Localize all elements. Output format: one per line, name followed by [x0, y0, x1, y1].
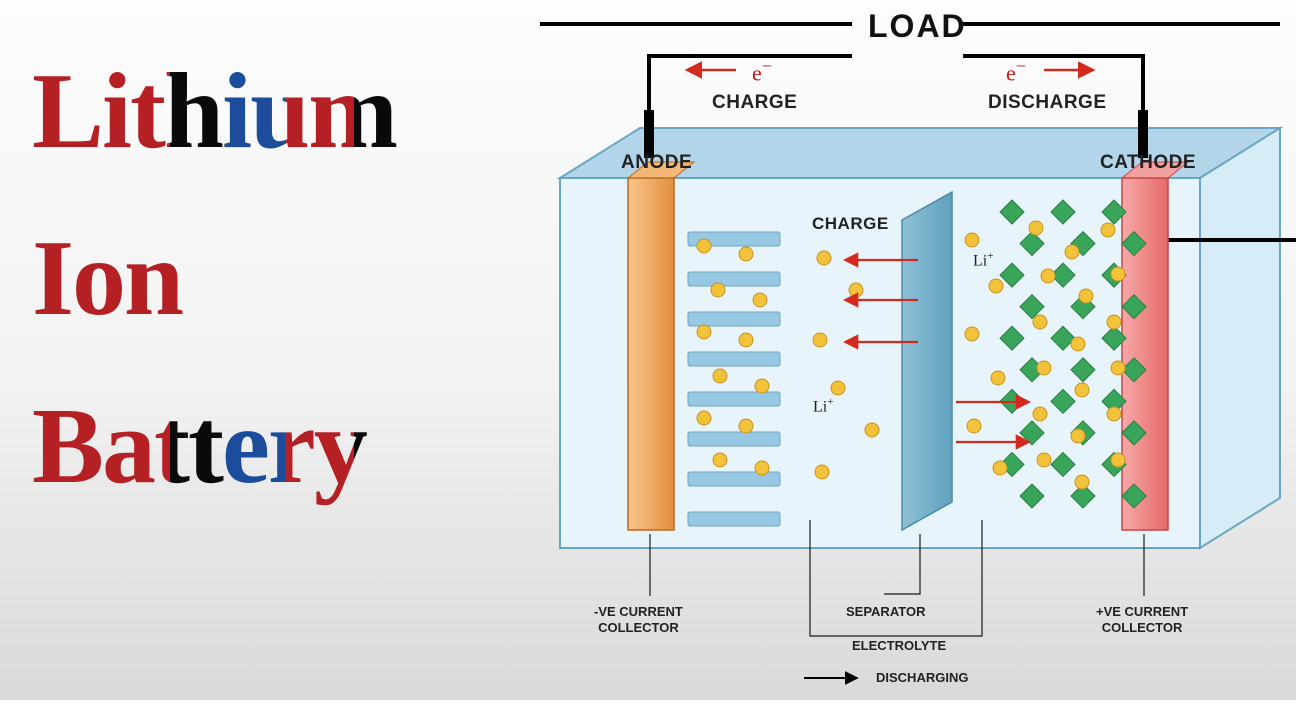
cell-side-face — [1200, 128, 1280, 548]
charge-direction-label: CHARGE — [712, 92, 797, 114]
title-line-3: Battery — [32, 363, 492, 530]
electron-right-label: e− — [1006, 56, 1026, 86]
anode-label: ANODE — [621, 152, 692, 174]
cathode-terminal — [1138, 110, 1148, 158]
cathode-label: CATHODE — [1100, 152, 1196, 174]
separator-plate — [902, 192, 952, 530]
electrolyte-label: ELECTROLYTE — [852, 638, 946, 654]
separator-label: SEPARATOR — [846, 604, 925, 620]
diagram-svg — [520, 0, 1296, 700]
battery-diagram: LOAD e− e− CHARGE DISCHARGE ANODE CATHOD… — [520, 0, 1296, 700]
neg-collector-label: -VE CURRENTCOLLECTOR — [594, 604, 683, 637]
discharge-direction-label: DISCHARGE — [988, 92, 1107, 114]
title-line-1: Lithium — [32, 28, 492, 195]
li-ion-label-right: Li+ — [973, 250, 993, 270]
discharging-legend-label: DISCHARGING — [876, 670, 968, 686]
li-ion-label-left: Li+ — [813, 396, 833, 416]
main-title: Lithium Ion Battery — [32, 28, 492, 530]
title-line-2: Ion — [32, 195, 492, 362]
anode-terminal — [644, 110, 654, 158]
pos-collector-label: +VE CURRENTCOLLECTOR — [1096, 604, 1188, 637]
load-label: LOAD — [868, 8, 967, 45]
electron-left-label: e− — [752, 56, 772, 86]
inner-charge-label: CHARGE — [812, 214, 889, 234]
